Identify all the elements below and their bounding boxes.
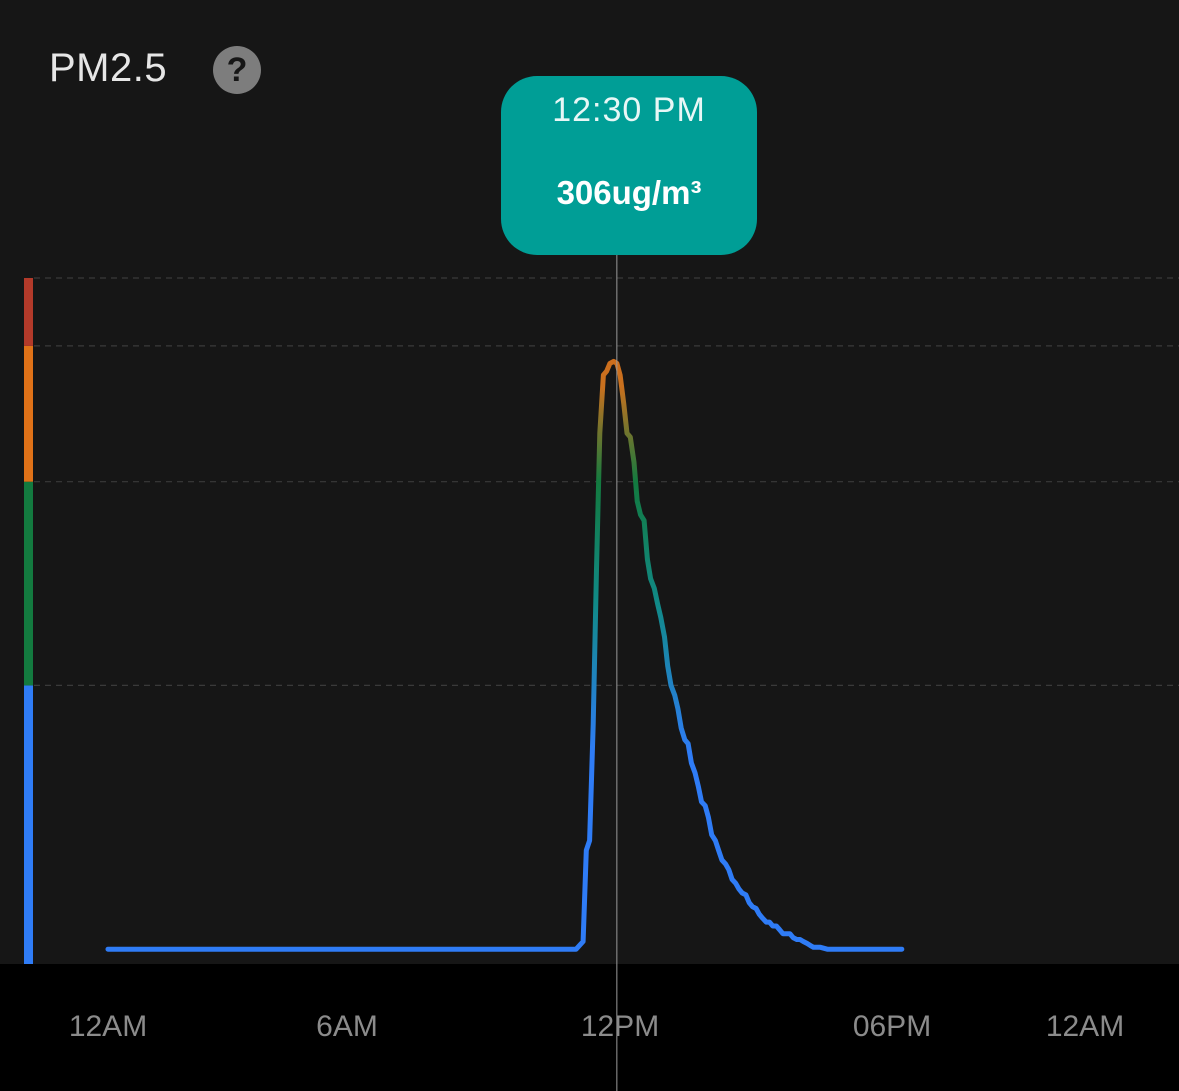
series-line bbox=[105, 358, 905, 952]
value-tooltip: 12:30 PM 306ug/m³ bbox=[501, 76, 757, 255]
x-tick-label: 6AM bbox=[316, 1010, 378, 1043]
x-tick-label: 06PM bbox=[852, 1010, 932, 1043]
tooltip-time: 12:30 PM bbox=[552, 91, 706, 129]
x-tick-label: 12AM bbox=[1045, 1010, 1125, 1043]
x-tick-label: 12PM bbox=[580, 1010, 660, 1043]
level-band bbox=[24, 345, 33, 482]
level-band bbox=[24, 278, 33, 346]
level-band bbox=[24, 481, 33, 686]
tooltip-value: 306ug/m³ bbox=[556, 174, 702, 211]
page-title: PM2.5 bbox=[49, 46, 168, 90]
x-tick-label: 12AM bbox=[68, 1010, 148, 1043]
level-band bbox=[24, 685, 33, 964]
question-circle-icon[interactable]: ? bbox=[213, 46, 261, 94]
